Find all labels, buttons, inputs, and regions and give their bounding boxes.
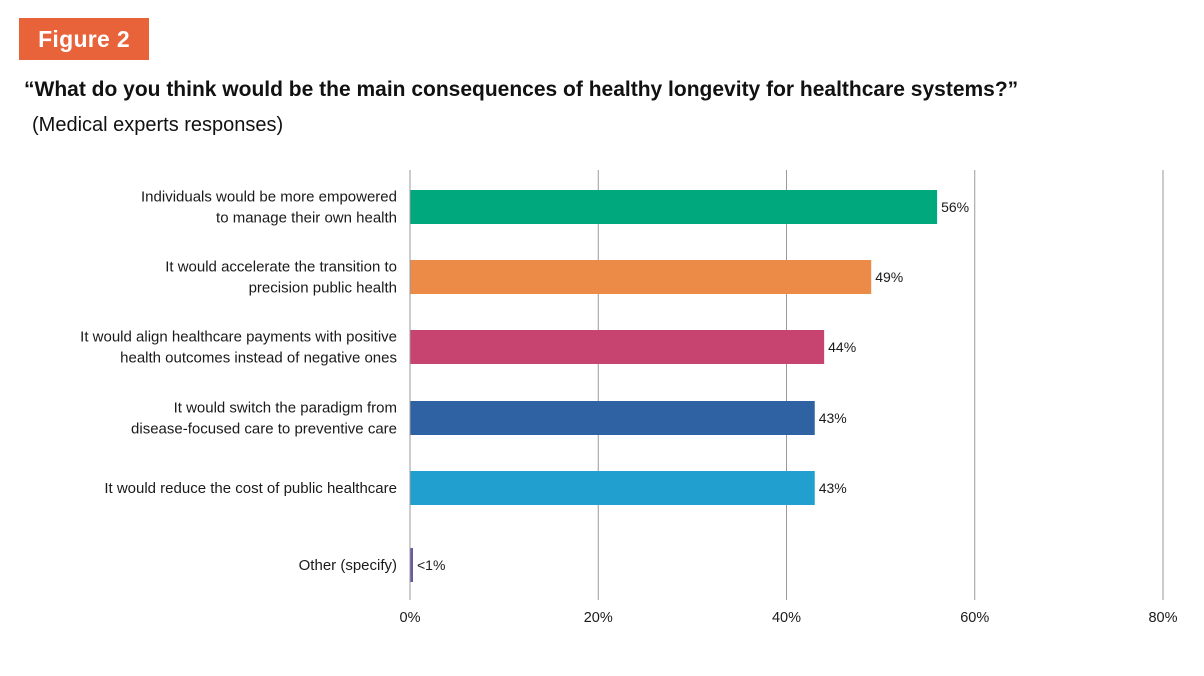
category-label-1: Individuals would be more empowered to ma… — [141, 189, 397, 227]
bar-1 — [410, 190, 938, 224]
x-tick-label-80: 80% — [1148, 610, 1177, 626]
bar-5 — [410, 471, 815, 505]
data-label-3: 44% — [828, 339, 856, 355]
bar-2 — [410, 260, 872, 294]
figure-label-badge: Figure 2 — [19, 18, 149, 60]
data-label-4: 43% — [819, 410, 847, 426]
bar-6 — [410, 548, 413, 582]
bar-4 — [410, 401, 815, 435]
data-label-1: 56% — [941, 199, 969, 215]
category-label-4: It would switch the paradigm from disease… — [131, 400, 397, 438]
category-label-6: Other (specify) — [299, 557, 397, 574]
x-tick-label-40: 40% — [772, 610, 801, 626]
chart-title: “What do you think would be the main con… — [24, 78, 1019, 101]
x-tick-label-0: 0% — [400, 610, 421, 626]
x-tick-label-60: 60% — [960, 610, 989, 626]
category-label-3: It would align healthcare payments with … — [80, 329, 397, 367]
data-label-6: <1% — [417, 557, 445, 573]
data-label-2: 49% — [875, 269, 903, 285]
category-label-5: It would reduce the cost of public healt… — [104, 480, 397, 497]
category-label-2: It would accelerate the transition to pre… — [165, 259, 397, 297]
data-label-5: 43% — [819, 480, 847, 496]
chart-subtitle: (Medical experts responses) — [32, 114, 284, 136]
x-tick-label-20: 20% — [584, 610, 613, 626]
bar-3 — [410, 330, 825, 364]
